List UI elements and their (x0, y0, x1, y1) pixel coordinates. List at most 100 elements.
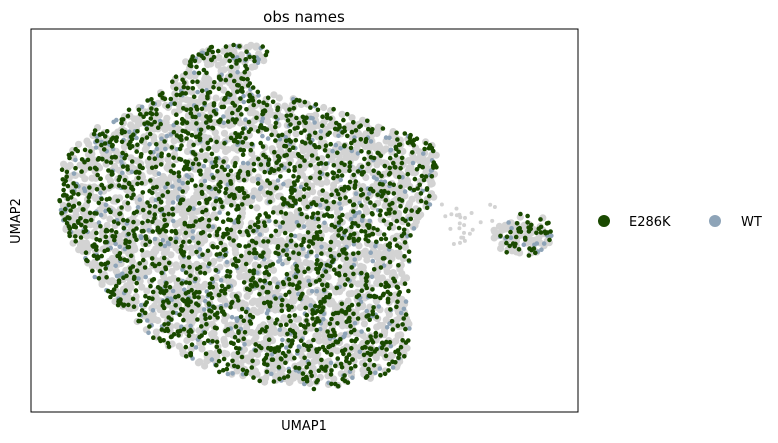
point-e286k (286, 256, 292, 262)
point-e286k (270, 99, 276, 105)
point-e286k (131, 304, 137, 310)
point-e286k (125, 200, 131, 206)
point-e286k (261, 300, 267, 306)
point-e286k (259, 254, 265, 259)
point-e286k (323, 269, 329, 274)
point-e286k (299, 211, 304, 217)
background-point (71, 207, 80, 215)
point-e286k (196, 70, 202, 76)
point-e286k (261, 239, 266, 244)
point-e286k (126, 231, 131, 237)
point-e286k (208, 291, 213, 297)
point-e286k (260, 44, 266, 49)
point-e286k (339, 173, 345, 178)
point-e286k (336, 233, 341, 238)
point-wt (113, 263, 118, 269)
point-wt (73, 157, 78, 163)
point-e286k (400, 338, 405, 343)
point-e286k (395, 323, 401, 329)
point-e286k (97, 238, 103, 243)
point-wt (138, 302, 144, 308)
point-e286k (150, 289, 156, 295)
point-e286k (64, 220, 70, 226)
point-e286k (138, 318, 143, 324)
point-e286k (119, 120, 124, 126)
point-e286k (407, 186, 413, 191)
point-e286k (116, 278, 122, 283)
background-point (364, 166, 372, 174)
point-e286k (252, 222, 258, 228)
point-e286k (361, 352, 367, 358)
point-e286k (247, 81, 253, 86)
point-e286k (76, 201, 82, 206)
point-e286k (264, 127, 270, 132)
point-e286k (325, 282, 330, 287)
point-wt (170, 184, 175, 189)
point-e286k (387, 165, 393, 171)
point-e286k (314, 266, 319, 272)
point-e286k (329, 368, 334, 373)
point-e286k (230, 358, 235, 364)
point-e286k (223, 252, 228, 258)
background-point (250, 297, 258, 305)
point-e286k (178, 133, 184, 139)
point-e286k (204, 120, 209, 125)
point-wt (337, 201, 342, 206)
point-e286k (383, 353, 389, 359)
point-e286k (214, 232, 220, 238)
point-e286k (123, 238, 129, 243)
point-e286k (331, 257, 336, 263)
point-e286k (375, 227, 380, 233)
background-point (392, 249, 400, 257)
point-e286k (67, 226, 73, 232)
point-e286k (232, 120, 238, 125)
point-e286k (162, 322, 167, 327)
point-e286k (424, 205, 430, 211)
point-e286k (374, 314, 380, 320)
point-wt (195, 89, 200, 95)
point-e286k (151, 185, 156, 191)
point-e286k (99, 196, 104, 202)
point-e286k (197, 137, 203, 143)
point-wt (509, 226, 514, 231)
point-wt (225, 164, 231, 169)
point-e286k (296, 251, 302, 256)
point-e286k (393, 165, 398, 170)
point-e286k (131, 192, 136, 197)
point-e286k (236, 214, 242, 220)
point-wt (191, 70, 197, 75)
point-e286k (352, 338, 358, 344)
background-point (213, 352, 221, 360)
point-e286k (304, 376, 310, 382)
point-e286k (64, 193, 69, 198)
point-e286k (267, 263, 273, 268)
background-point (182, 58, 190, 66)
point-e286k (276, 167, 282, 172)
point-e286k (134, 268, 140, 274)
point-e286k (370, 212, 375, 217)
point-wt (265, 136, 271, 141)
point-e286k (191, 94, 197, 100)
point-e286k (373, 334, 379, 339)
point-e286k (194, 104, 199, 110)
point-e286k (386, 207, 392, 213)
point-wt (103, 202, 109, 208)
point-e286k (131, 276, 137, 282)
point-e286k (164, 222, 170, 228)
point-e286k (247, 287, 252, 293)
point-e286k (151, 277, 157, 282)
point-e286k (328, 116, 333, 121)
point-e286k (269, 132, 274, 138)
point-e286k (206, 116, 211, 122)
point-e286k (222, 286, 228, 292)
background-point (376, 243, 385, 251)
point-e286k (233, 160, 238, 166)
point-e286k (178, 157, 184, 162)
point-e286k (239, 306, 245, 312)
background-point (389, 269, 397, 277)
point-wt (120, 170, 125, 176)
point-e286k (418, 191, 424, 196)
point-e286k (304, 312, 310, 318)
point-e286k (311, 211, 316, 217)
point-e286k (355, 238, 361, 243)
